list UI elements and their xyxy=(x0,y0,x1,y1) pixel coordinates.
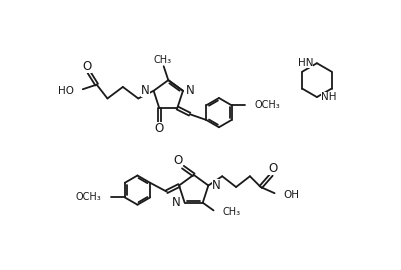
Text: HO: HO xyxy=(57,86,73,96)
Text: N: N xyxy=(172,196,180,209)
Text: N: N xyxy=(212,179,221,192)
Text: N: N xyxy=(141,84,150,97)
Text: CH₃: CH₃ xyxy=(222,207,240,217)
Text: O: O xyxy=(268,162,277,175)
Text: N: N xyxy=(186,84,194,97)
Text: O: O xyxy=(83,60,92,73)
Text: OH: OH xyxy=(283,190,299,200)
Text: HN: HN xyxy=(297,58,312,68)
Text: OCH₃: OCH₃ xyxy=(254,100,280,110)
Text: CH₃: CH₃ xyxy=(153,55,171,65)
Text: NH: NH xyxy=(320,92,335,102)
Text: O: O xyxy=(154,122,164,134)
Text: O: O xyxy=(173,154,182,167)
Text: OCH₃: OCH₃ xyxy=(76,193,101,202)
